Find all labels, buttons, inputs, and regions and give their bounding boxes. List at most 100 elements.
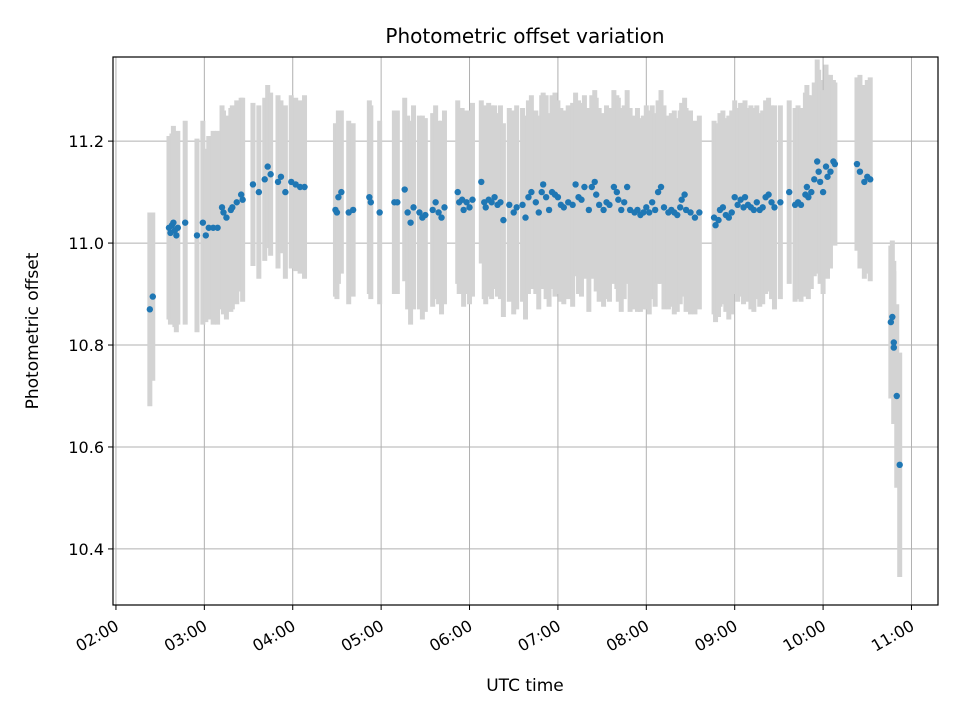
data-point [734, 201, 741, 209]
data-point [205, 224, 212, 231]
data-point [264, 163, 271, 170]
data-point [786, 188, 793, 196]
data-point [613, 188, 621, 196]
data-point [822, 163, 830, 170]
data-point [202, 232, 210, 239]
data-point [367, 199, 375, 206]
data-point [267, 171, 274, 178]
data-point [593, 191, 600, 198]
data-point [532, 199, 540, 206]
data-point [741, 193, 749, 201]
data-point [811, 176, 818, 183]
data-point [896, 461, 903, 469]
data-point [623, 183, 631, 191]
y-tick-label: 11.0 [68, 234, 104, 253]
data-point [237, 191, 245, 198]
data-point [618, 206, 625, 214]
data-point [519, 201, 526, 209]
data-point [466, 204, 473, 211]
data-point [463, 199, 470, 206]
data-point [513, 204, 520, 211]
data-point [469, 196, 476, 203]
data-point [173, 232, 180, 239]
data-point [759, 204, 766, 211]
data-point [149, 293, 156, 300]
y-tick-label: 10.4 [68, 540, 104, 559]
data-point [407, 219, 414, 226]
x-axis-title: UTC time [486, 676, 564, 696]
data-point [261, 176, 268, 183]
data-point [282, 188, 289, 196]
data-point [454, 188, 461, 196]
data-point [815, 168, 822, 175]
data-point [615, 196, 622, 203]
data-point [765, 191, 772, 198]
data-point [333, 209, 341, 216]
data-point [229, 204, 236, 211]
data-point [674, 211, 681, 219]
data-point [831, 160, 839, 168]
data-point [588, 183, 595, 191]
data-point [867, 176, 874, 183]
data-points [146, 158, 903, 469]
data-point [441, 204, 448, 211]
data-point [753, 199, 760, 206]
data-point [691, 214, 699, 221]
data-point [404, 209, 411, 216]
data-point [725, 214, 733, 221]
data-point [510, 209, 517, 216]
data-point [560, 204, 568, 211]
data-point [595, 201, 603, 209]
data-point [422, 211, 429, 219]
data-point [338, 188, 345, 196]
data-point [401, 186, 408, 193]
data-point [482, 204, 489, 211]
data-point [861, 178, 868, 186]
data-point [569, 201, 576, 209]
data-point [249, 181, 257, 188]
data-point [893, 392, 900, 400]
data-point [539, 181, 547, 188]
data-point [797, 201, 805, 209]
data-point [646, 209, 653, 216]
data-point [803, 183, 811, 191]
data-point [771, 204, 778, 211]
data-point [274, 178, 282, 186]
y-axis-ticks: 10.4 10.6 10.8 11.0 11.2 [68, 132, 113, 559]
data-point [218, 204, 226, 211]
data-point [728, 209, 735, 216]
data-point [233, 199, 240, 206]
data-point [808, 188, 815, 196]
data-point [174, 224, 182, 231]
data-point [214, 224, 221, 231]
data-point [856, 168, 864, 175]
y-tick-label: 10.6 [68, 438, 104, 457]
data-point [349, 206, 357, 214]
data-point [435, 209, 442, 216]
data-point [223, 214, 230, 221]
data-point [768, 199, 775, 206]
data-point [750, 206, 758, 214]
data-point [657, 183, 665, 191]
chart-title: Photometric offset variation [385, 24, 664, 48]
data-point [651, 206, 659, 214]
data-point [528, 188, 535, 196]
data-point [654, 188, 662, 196]
data-point [410, 204, 417, 211]
data-point [199, 219, 207, 226]
data-point [591, 178, 598, 186]
data-point [277, 173, 285, 180]
data-point [777, 199, 784, 206]
data-point [525, 193, 532, 201]
data-point [585, 206, 593, 214]
data-point [678, 196, 685, 203]
data-point [394, 199, 401, 206]
data-point [610, 183, 618, 191]
data-point [554, 193, 562, 201]
data-point [889, 313, 896, 321]
data-point [497, 199, 504, 206]
data-point [416, 209, 423, 216]
data-point [600, 206, 607, 214]
data-point [578, 196, 585, 203]
